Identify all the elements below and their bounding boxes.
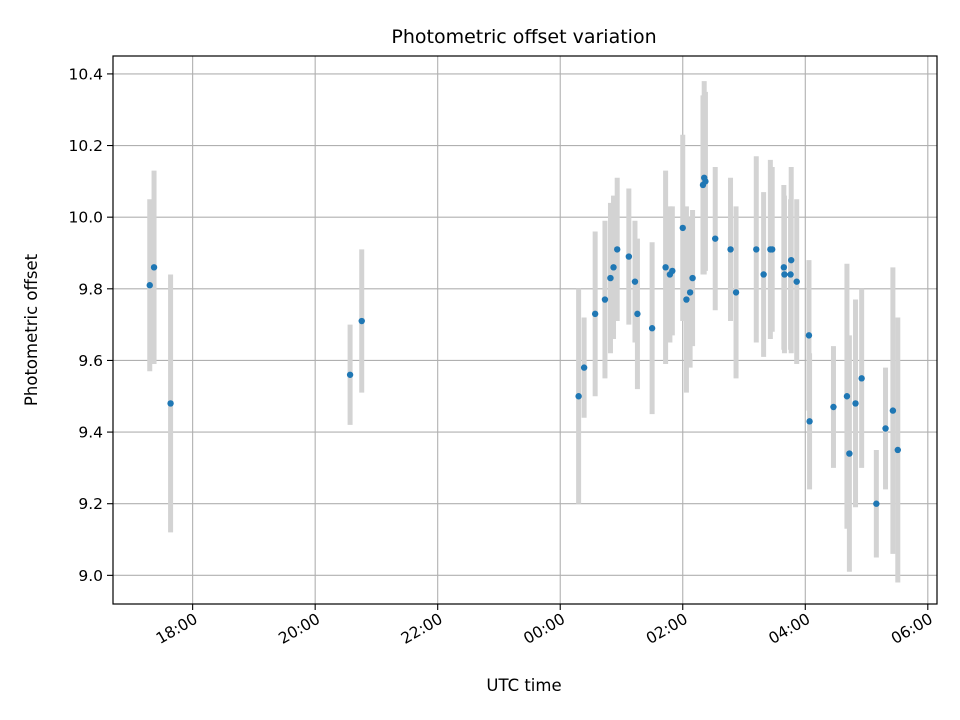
data-point <box>894 446 901 454</box>
data-point <box>634 310 641 318</box>
data-point <box>662 264 669 271</box>
data-point <box>686 289 694 296</box>
data-point <box>575 393 582 400</box>
x-tick-label: 04:00 <box>766 610 814 648</box>
data-point <box>607 274 614 282</box>
data-point <box>830 403 837 411</box>
x-tick-label: 22:00 <box>398 610 446 648</box>
x-tick-label: 20:00 <box>275 610 323 648</box>
data-point <box>702 178 709 185</box>
data-point <box>753 246 760 253</box>
data-point <box>712 235 719 242</box>
y-axis-ticks: 9.0 9.2 9.4 9.6 9.8 10.0 10.2 10.4 <box>68 65 113 585</box>
x-tick-label: 00:00 <box>521 610 569 648</box>
data-point <box>769 246 776 253</box>
data-point <box>858 375 865 382</box>
data-point <box>873 500 880 507</box>
data-point <box>843 393 851 400</box>
plot-frame <box>112 55 938 605</box>
y-tick-label: 9.8 <box>78 280 103 298</box>
x-tick-label: 18:00 <box>153 610 201 648</box>
data-point <box>167 400 174 407</box>
data-point <box>146 282 153 289</box>
y-tick-label: 10.4 <box>68 65 103 83</box>
data-point <box>727 246 734 253</box>
error-bars <box>147 81 901 583</box>
y-tick-label: 9.4 <box>78 424 103 442</box>
y-tick-label: 9.0 <box>78 567 103 585</box>
chart-title: Photometric offset variation <box>391 26 656 48</box>
data-point <box>889 407 897 414</box>
data-point <box>781 271 788 278</box>
data-point <box>846 450 853 457</box>
data-point <box>780 264 788 271</box>
data-point <box>669 267 676 275</box>
x-tick-label: 06:00 <box>888 610 936 648</box>
x-tick-label: 02:00 <box>643 610 691 648</box>
data-point <box>358 317 365 325</box>
data-point <box>787 256 795 264</box>
data-point <box>852 400 859 407</box>
data-point <box>610 264 617 271</box>
data-point <box>648 325 656 332</box>
data-point <box>805 332 813 339</box>
grid <box>113 56 937 604</box>
data-point <box>580 364 588 371</box>
data-point <box>625 253 633 260</box>
y-axis-label: Photometric offset <box>22 253 41 406</box>
data-point <box>631 278 639 285</box>
data-point <box>732 289 740 296</box>
y-tick-label: 9.2 <box>78 495 103 513</box>
y-tick-label: 10.2 <box>68 137 103 155</box>
data-point <box>346 371 354 378</box>
data-point <box>793 278 800 285</box>
data-point <box>689 274 696 282</box>
data-point <box>882 425 889 432</box>
data-point <box>614 246 621 253</box>
y-tick-label: 9.6 <box>78 352 103 370</box>
data-point <box>683 296 690 303</box>
data-point <box>679 224 686 232</box>
x-axis-label: UTC time <box>486 676 561 695</box>
data-points <box>146 174 901 507</box>
y-tick-label: 10.0 <box>68 209 103 227</box>
x-axis-ticks: 18:00 20:00 22:00 00:00 02:00 04:00 06:00 <box>153 604 936 648</box>
data-point <box>601 296 609 303</box>
data-point <box>787 271 794 278</box>
data-point <box>150 264 158 271</box>
data-point <box>806 418 813 425</box>
data-point <box>591 310 599 318</box>
data-point <box>760 271 767 278</box>
